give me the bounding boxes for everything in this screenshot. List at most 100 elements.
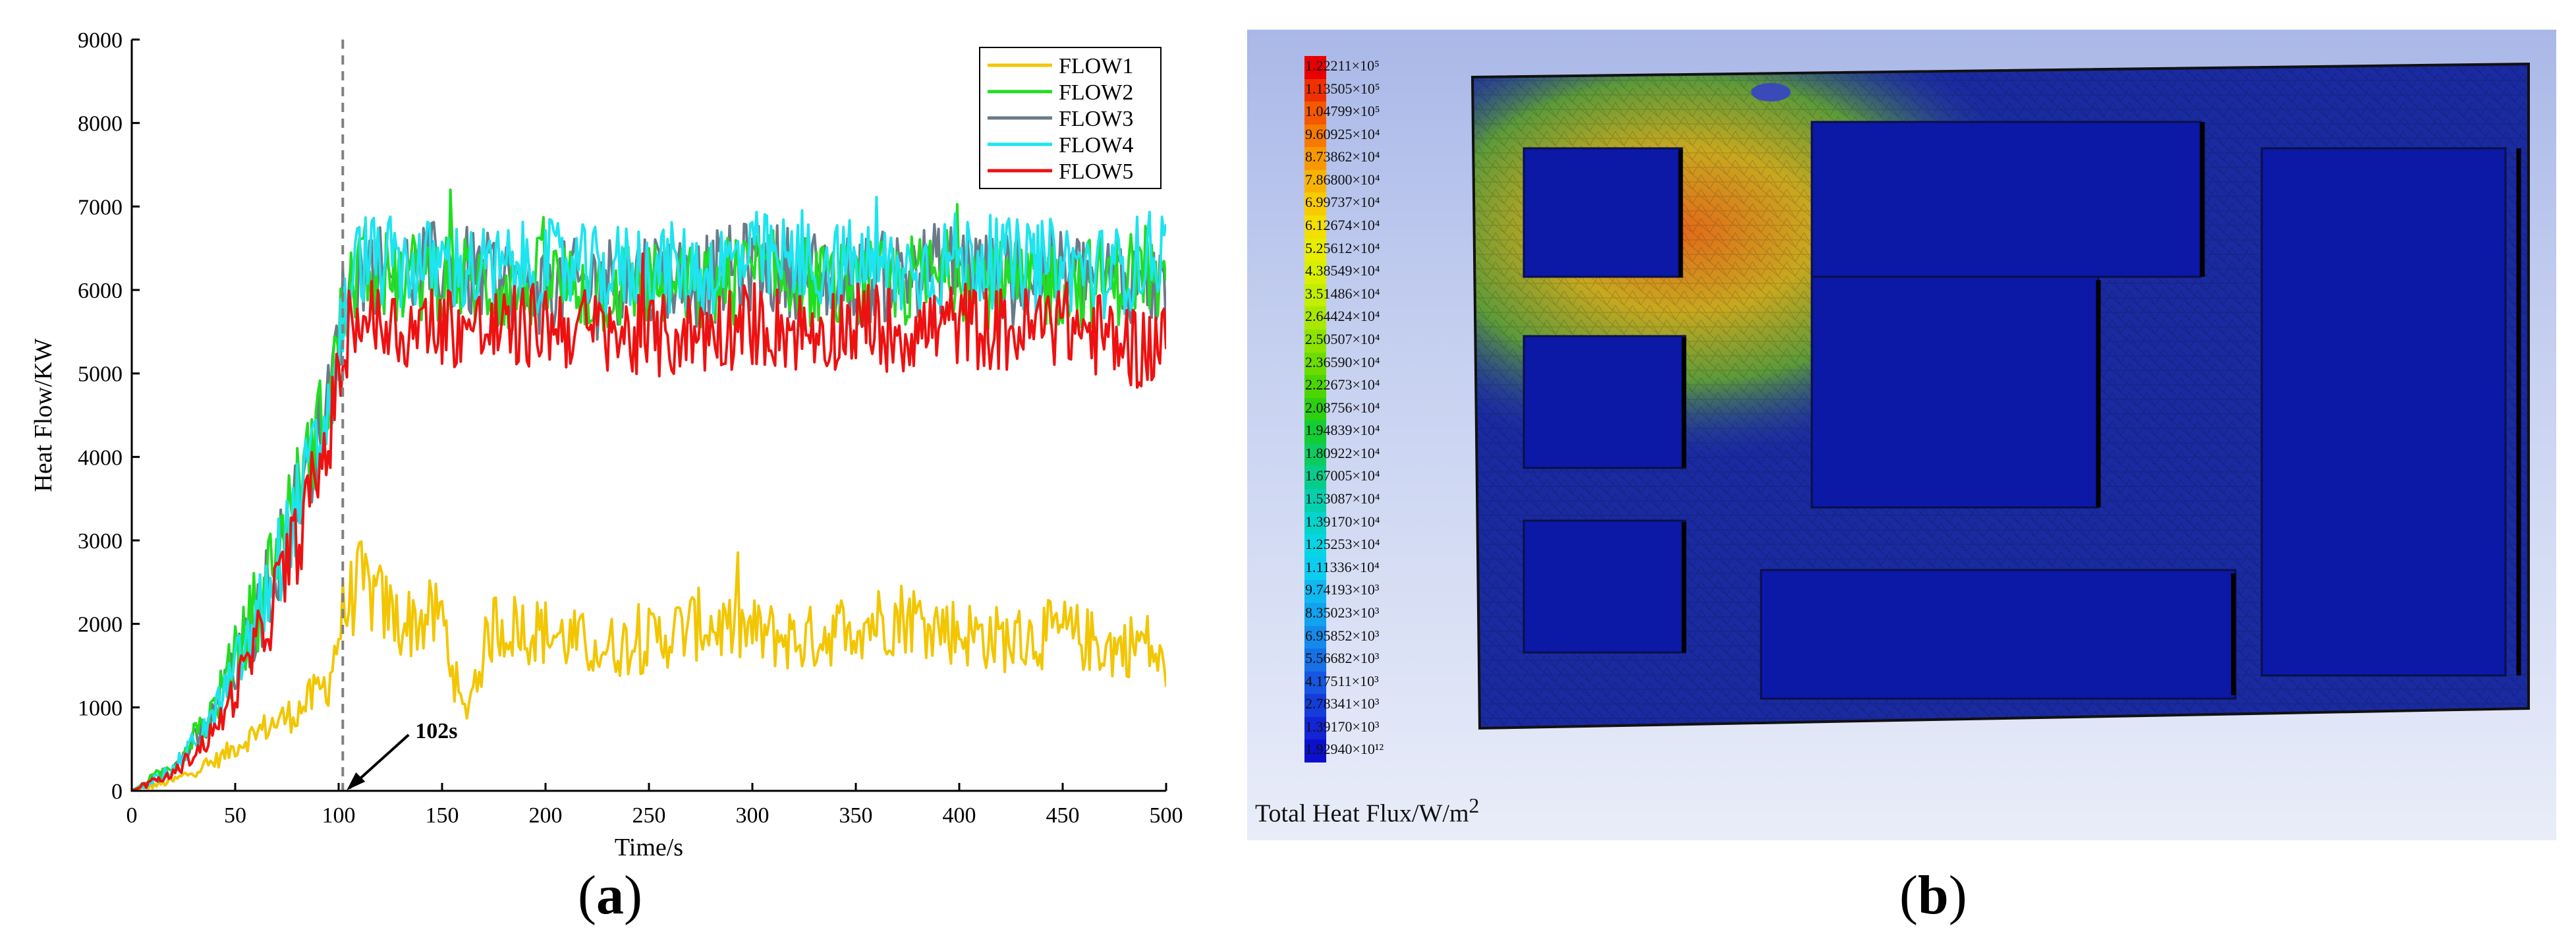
colorbar-swatch (1304, 625, 1326, 649)
legend-label: FLOW1 (1059, 54, 1133, 78)
colorbar-label: 1.39170×10⁴ (1305, 513, 1380, 530)
colorbar-label: 6.99737×10⁴ (1305, 194, 1380, 211)
colorbar-label: 1.94839×10⁴ (1305, 422, 1380, 439)
colorbar-swatch (1304, 534, 1326, 558)
colorbar-swatch (1304, 602, 1326, 626)
series-flow4 (132, 196, 1166, 791)
colorbar-label: 1.92940×10¹² (1305, 741, 1384, 758)
colorbar-label: 9.60925×10⁴ (1305, 125, 1380, 142)
colorbar-label: 1.80922×10⁴ (1305, 444, 1380, 461)
colorbar-label: 9.74193×10³ (1305, 581, 1380, 598)
colorbar-swatch (1304, 648, 1326, 672)
colorbar-label: 2.78341×10³ (1305, 695, 1380, 712)
colorbar-swatch (1304, 238, 1326, 262)
caption-a: (a) (578, 865, 642, 926)
colorbar-swatch (1304, 420, 1326, 444)
series-flow5 (132, 252, 1166, 791)
y-tick-label: 4000 (78, 446, 123, 470)
colorbar-label: 8.73862×10⁴ (1305, 148, 1380, 165)
colorbar-swatch (1304, 261, 1326, 285)
colorbar-label: 2.22673×10⁴ (1305, 376, 1380, 393)
annotation-text: 102s (415, 719, 457, 743)
colorbar-label: 4.17511×10³ (1305, 672, 1379, 689)
legend-label: FLOW5 (1059, 159, 1133, 184)
y-axis-label: Heat Flow/KW (30, 338, 57, 492)
colorbar-label: 2.64424×10⁴ (1305, 308, 1380, 325)
colorbar-label: 1.25253×10⁴ (1305, 536, 1380, 553)
y-tick-label: 1000 (78, 696, 123, 720)
y-tick-label: 5000 (78, 362, 123, 387)
x-tick-label: 450 (1046, 803, 1080, 828)
colorbar-label: 2.50507×10⁴ (1305, 330, 1380, 347)
colorbar-swatch (1304, 489, 1326, 513)
colorbar-label: 1.22211×10⁵ (1305, 57, 1380, 74)
colorbar-swatch (1304, 147, 1326, 171)
colorbar-swatch (1304, 78, 1326, 102)
inlet-feature (1751, 83, 1791, 101)
chart-a: 102s 0 50 100 150 200 250 300 350 400 450 50001000… (30, 28, 1183, 861)
colorbar-label: 6.12674×10⁴ (1305, 217, 1380, 234)
colorbar-swatch (1304, 716, 1326, 740)
cold-blocks (1523, 121, 2507, 700)
series-flow1 (132, 540, 1166, 791)
x-tick-label: 100 (322, 803, 356, 828)
colorbar-swatch (1304, 694, 1326, 718)
y-tick-label: 6000 (78, 279, 123, 303)
legend-title-text: Total Heat Flux/W/m (1255, 799, 1469, 828)
legend-label: FLOW4 (1059, 133, 1133, 158)
y-tick-label: 0 (111, 780, 123, 804)
x-tick-label: 300 (736, 803, 770, 828)
colorbar-label: 2.36590×10⁴ (1305, 353, 1380, 370)
colorbar-swatch (1304, 329, 1326, 353)
colorbar-swatch (1304, 557, 1326, 581)
colorbar-swatch (1304, 511, 1326, 535)
plot-area: 102s 0 50 100 150 200 250 300 350 400 450 50001000… (30, 28, 1183, 861)
legend-title-sup: 2 (1469, 794, 1480, 817)
x-tick-label: 150 (426, 803, 459, 828)
legend-title: Total Heat Flux/W/m2 (1255, 794, 1479, 828)
caption-a-label: a (596, 865, 624, 926)
colorbar-swatch (1304, 671, 1326, 695)
x-tick-label: 250 (632, 803, 666, 828)
y-tick-label: 8000 (78, 112, 123, 136)
colorbar-label: 5.56682×10³ (1305, 650, 1380, 667)
colorbar-label: 1.04799×10⁵ (1305, 103, 1380, 120)
colorbar-swatch (1304, 306, 1326, 330)
x-tick-label: 200 (529, 803, 563, 828)
x-tick-label: 500 (1150, 803, 1183, 828)
heat-flux-panel: 1.22211×10⁵ 1.13505×10⁵ 1.04799×10⁵ 9.60925… (1247, 30, 2556, 840)
colorbar-swatch (1304, 283, 1326, 307)
y-tick-label: 3000 (78, 529, 123, 554)
colorbar-label: 1.67005×10⁴ (1305, 467, 1380, 484)
colorbar-label: 6.95852×10³ (1305, 627, 1380, 644)
x-tick-label: 400 (943, 803, 976, 828)
colorbar-label: 1.53087×10⁴ (1305, 490, 1380, 507)
colorbar-swatch (1304, 192, 1326, 216)
colorbar-swatch (1304, 124, 1326, 148)
colorbar-label: 7.86800×10⁴ (1305, 171, 1380, 188)
x-tick-label: 50 (224, 803, 246, 828)
colorbar-swatch (1304, 580, 1326, 604)
y-tick-label: 7000 (78, 195, 123, 219)
axes: 0 50 100 150 200 250 300 350 400 450 5000100020003… (30, 28, 1183, 861)
caption-b: (b) (1899, 865, 1967, 926)
colorbar-swatch (1304, 739, 1326, 763)
legend-label: FLOW2 (1059, 80, 1133, 105)
colorbar-label: 4.38549×10⁴ (1305, 262, 1380, 279)
colorbar-label: 2.08756×10⁴ (1305, 399, 1380, 416)
colorbar-label: 5.25612×10⁴ (1305, 239, 1380, 256)
colorbar-label: 1.13505×10⁵ (1305, 80, 1380, 97)
legend-label: FLOW3 (1059, 107, 1133, 131)
annotation-arrow (347, 733, 410, 790)
colorbar-swatch (1304, 375, 1326, 399)
caption-b-label: b (1917, 865, 1949, 926)
y-tick-label: 9000 (78, 28, 123, 53)
x-tick-label: 350 (839, 803, 873, 828)
colorbar-swatch (1304, 466, 1326, 490)
fins (1678, 122, 2521, 695)
heat-flux-contour (1470, 62, 2530, 730)
colorbar-label: 8.35023×10³ (1305, 604, 1380, 621)
y-tick-label: 2000 (78, 613, 123, 637)
x-tick-label: 0 (126, 803, 138, 828)
